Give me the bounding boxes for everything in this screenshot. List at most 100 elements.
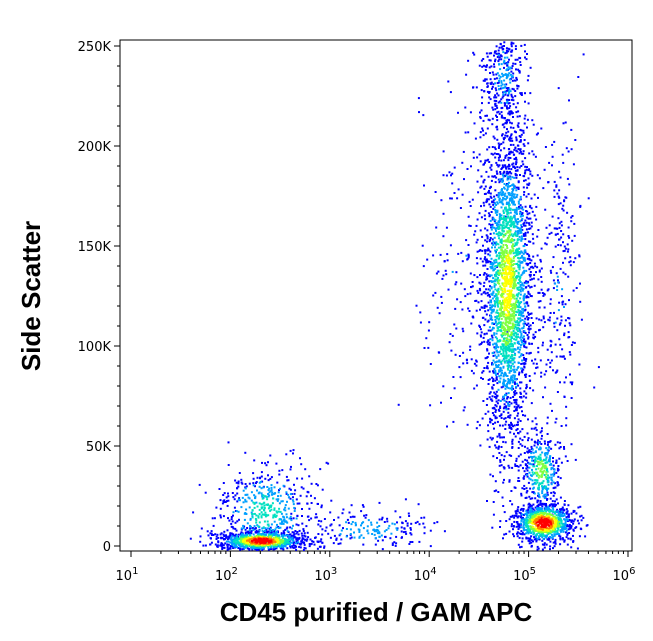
event-dot [494, 246, 496, 249]
event-dot [550, 447, 553, 450]
event-dot [514, 130, 517, 133]
event-dot [523, 293, 526, 296]
event-dot [537, 351, 540, 354]
event-dot [291, 499, 294, 502]
event-dot [514, 382, 516, 385]
event-dot [500, 206, 503, 209]
event-dot [499, 232, 502, 235]
event-dot [555, 459, 558, 462]
event-dot [487, 247, 490, 250]
event-dot [226, 500, 228, 503]
event-dot [559, 525, 562, 528]
event-dot [521, 487, 524, 490]
event-dot [539, 431, 542, 434]
event-dot [221, 543, 224, 545]
event-dot [500, 386, 503, 389]
event-dot [519, 533, 522, 535]
event-dot [219, 516, 222, 519]
event-dot [534, 358, 537, 361]
event-dot [521, 533, 524, 536]
event-dot [538, 493, 541, 496]
event-dot [519, 354, 522, 357]
event-dot [548, 463, 551, 466]
event-dot [504, 348, 507, 351]
event-dot [281, 521, 283, 524]
event-dot [292, 500, 295, 503]
event-dot [451, 270, 454, 273]
event-dot [230, 532, 233, 535]
event-dot [244, 532, 247, 535]
event-dot [522, 327, 525, 329]
event-dot [495, 275, 498, 278]
event-dot [271, 491, 274, 494]
event-dot [498, 201, 501, 204]
event-dot [238, 499, 241, 502]
event-dot [536, 505, 539, 507]
event-dot [500, 233, 502, 236]
event-dot [555, 461, 558, 464]
event-dot [506, 185, 509, 188]
event-dot [507, 130, 510, 133]
event-dot [482, 134, 485, 137]
event-dot [516, 223, 519, 225]
event-dot [524, 231, 527, 234]
event-dot [442, 174, 445, 177]
event-dot [237, 498, 240, 501]
event-dot [429, 545, 432, 548]
event-dot [214, 543, 217, 546]
event-dot [363, 514, 366, 517]
event-dot [518, 311, 521, 314]
event-dot [267, 493, 270, 495]
event-dot [271, 533, 274, 536]
event-dot [471, 198, 474, 201]
event-dot [237, 541, 240, 544]
event-dot [526, 466, 529, 469]
event-dot [474, 230, 477, 233]
event-dot [505, 385, 508, 388]
event-dot [509, 185, 512, 187]
event-dot [409, 527, 412, 529]
event-dot [491, 87, 493, 90]
event-dot [545, 363, 548, 366]
event-dot [531, 448, 534, 451]
event-dot [553, 534, 556, 537]
event-dot [498, 252, 500, 255]
event-dot [503, 399, 506, 402]
event-dot [248, 545, 251, 547]
event-dot [530, 295, 533, 298]
event-dot [349, 537, 352, 540]
event-dot [204, 544, 207, 547]
event-dot [408, 515, 411, 517]
event-dot [517, 122, 520, 125]
event-dot [485, 261, 488, 264]
event-dot [544, 208, 547, 211]
event-dot [493, 146, 496, 149]
event-dot [518, 523, 521, 526]
event-dot [499, 252, 502, 255]
event-dot [507, 112, 510, 115]
event-dot [545, 452, 548, 454]
event-dot [301, 508, 303, 510]
event-dot [520, 367, 523, 370]
event-dot [276, 499, 279, 502]
event-dot [573, 234, 576, 237]
event-dot [531, 456, 534, 458]
event-dot [393, 541, 396, 544]
event-dot [520, 353, 523, 356]
event-dot [500, 446, 503, 448]
event-dot [568, 532, 571, 534]
event-dot [501, 199, 504, 201]
event-dot [566, 532, 569, 535]
event-dot [265, 528, 268, 531]
event-dot [506, 178, 509, 181]
event-dot [510, 331, 513, 334]
event-dot [531, 359, 533, 362]
event-dot [526, 166, 528, 169]
event-dot [489, 420, 492, 423]
event-dot [490, 224, 492, 227]
event-dot [510, 150, 512, 153]
event-dot [244, 544, 247, 547]
event-dot [504, 164, 507, 167]
event-dot [264, 515, 267, 518]
event-dot [491, 322, 494, 325]
